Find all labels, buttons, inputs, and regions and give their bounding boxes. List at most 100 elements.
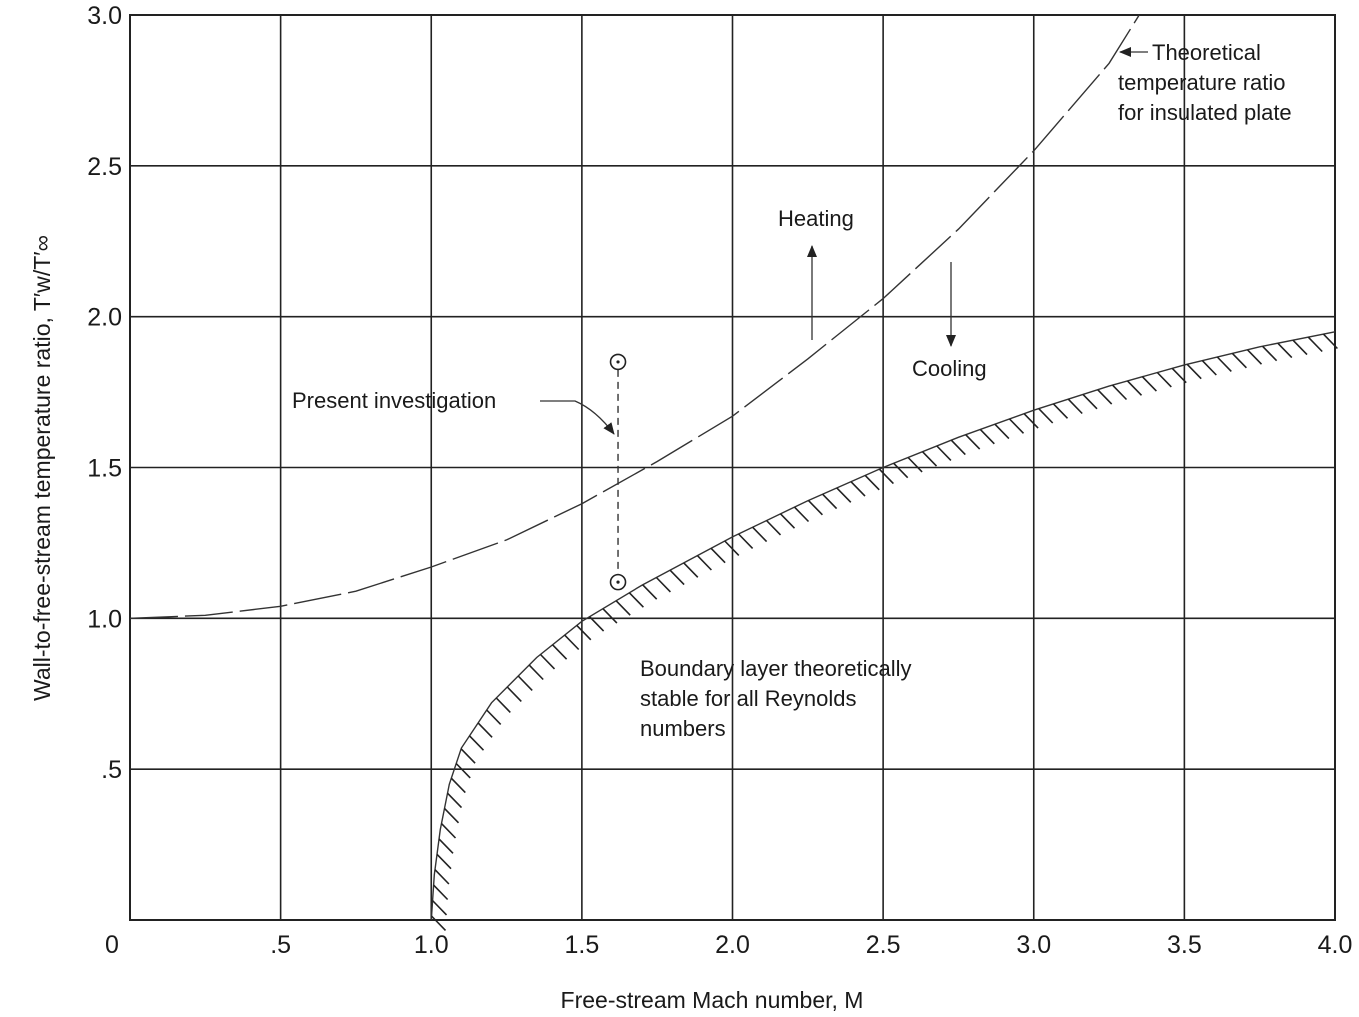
hatch-mark [1023,413,1039,429]
hatch-mark [642,584,658,600]
stability-hatching [430,333,1338,931]
hatch-mark [495,697,511,713]
hatch-mark [936,445,952,461]
x-tick-label: 3.0 [1016,931,1051,959]
x-tick-label: 4.0 [1318,931,1353,959]
hatch-mark [552,644,568,660]
hatch-mark [864,474,880,491]
hatch-mark [836,487,852,503]
hatch-mark [1067,398,1083,415]
x-tick-label: 1.0 [414,931,449,959]
hatch-mark [615,600,631,616]
grid [130,15,1335,920]
hatch-mark [1277,342,1293,359]
hatch-mark [965,434,981,450]
annotation-insulated-plate-line-1: Theoretical [1152,40,1261,65]
hatch-mark [430,915,447,931]
hatch-mark [528,664,544,681]
hatch-mark [1231,352,1247,369]
y-tick-label: 3.0 [87,2,122,30]
hatch-mark [822,493,838,510]
annotation-stable-line-1: Boundary layer theoretically [640,656,911,681]
annotation-stable-line-3: numbers [640,716,726,741]
hatch-mark [477,722,493,738]
hatch-mark [1292,339,1308,356]
annotation-insulated-plate-line-2: temperature ratio [1118,70,1286,95]
y-tick-label: 2.0 [87,304,122,332]
hatch-mark [1008,418,1025,434]
hatch-mark [921,451,938,467]
hatch-mark [564,634,580,651]
x-tick-label: 0 [105,931,119,959]
hatch-mark [1156,371,1172,388]
hatch-mark [1201,360,1217,376]
hatch-mark [486,709,502,725]
hatch-mark [1171,367,1187,384]
x-axis-label: Free-stream Mach number, M [561,987,864,1013]
hatch-mark [1262,345,1278,362]
hatch-mark [431,899,448,916]
hatch-mark [450,777,466,794]
hatch-mark [602,608,618,624]
hatch-mark [878,468,894,485]
hatch-mark [1111,384,1128,401]
present-data-point-center [616,360,620,364]
hatch-mark [893,462,909,479]
annotation-stable-line-2: stable for all Reynolds [640,686,856,711]
hatch-mark [696,555,712,571]
annotation-heating: Heating [778,206,854,340]
annotation-insulated-plate-line-3: for insulated plate [1118,100,1292,125]
x-tick-label: 2.5 [866,931,901,959]
hatch-mark [1141,376,1157,392]
hatch-mark [440,823,457,839]
hatch-mark [589,616,605,632]
x-tick-labels: 0 .5 1.0 1.5 2.0 2.5 3.0 3.5 4.0 [105,931,1352,959]
hatch-mark [506,686,522,702]
x-tick-label: 1.5 [564,931,599,959]
series-layer [129,14,1338,931]
hatch-mark [765,519,782,536]
hatch-mark [433,884,449,901]
hatch-mark [779,513,796,529]
hatch-mark [994,423,1010,440]
y-axis-label: Wall-to-free-stream temperature ratio, T… [29,235,55,701]
hatch-mark [539,653,556,670]
y-tick-label: 1.5 [87,455,122,483]
annotation-present-label: Present investigation [292,388,496,413]
hatch-mark [1097,389,1113,405]
hatch-mark [738,533,754,549]
hatch-mark [455,762,471,779]
hatch-mark [793,506,810,523]
hatch-mark [752,526,768,543]
y-tick-labels: .5 1.0 1.5 2.0 2.5 3.0 [87,2,122,784]
hatch-mark [1322,333,1338,350]
hatch-mark [468,735,485,751]
annotation-insulated-plate: Theoretical temperature ratio for insula… [1118,40,1292,125]
hatch-mark [655,576,671,593]
hatch-mark [1246,349,1263,365]
annotation-heating-label: Heating [778,206,854,231]
hatch-mark [460,748,476,764]
present-data-point-center [616,580,620,584]
plot-frame [129,14,1336,921]
hatch-mark [1082,393,1098,410]
hatch-mark [446,792,463,809]
hatch-mark [434,869,450,885]
hatch-mark [907,456,923,473]
hatch-mark [1186,363,1202,380]
hatch-mark [1307,336,1323,353]
hatch-mark [1126,380,1143,396]
hatch-mark [517,675,533,691]
annotation-cooling-label: Cooling [912,356,987,381]
hatch-mark [724,540,740,556]
annotation-present: Present investigation [292,388,615,435]
hatch-mark [850,481,866,497]
y-tick-label: .5 [101,756,122,784]
series-insulated-plate [129,14,1140,619]
y-tick-label: 2.5 [87,153,122,181]
hatch-mark [443,807,460,824]
hatch-mark [1038,408,1054,424]
hatch-mark [669,569,685,586]
present-leader [540,400,615,435]
